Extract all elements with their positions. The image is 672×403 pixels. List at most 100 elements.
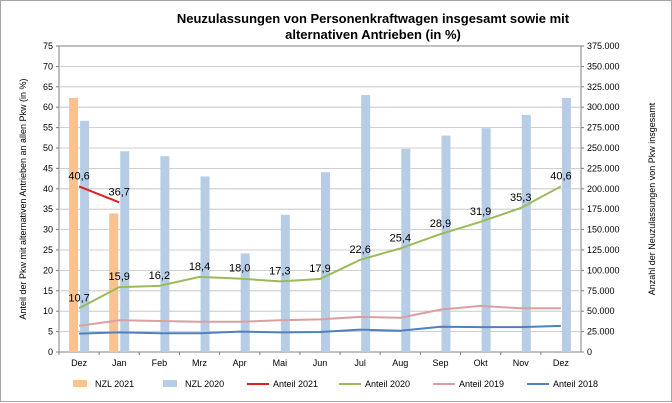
y-left-tick-label: 40 [43, 184, 53, 194]
data-label: 18,0 [229, 263, 250, 275]
line-anteil-2021 [78, 185, 120, 204]
y-right-tick-label: 375.000 [587, 41, 620, 51]
bar-nzl-2020 [441, 135, 451, 352]
x-tick-label: Dez [71, 358, 88, 368]
y-left-tick-label: 5 [48, 327, 53, 337]
y-right-tick-label: 250.000 [587, 143, 620, 153]
x-tick-label: Apr [233, 358, 247, 368]
y-right-tick-label: 175.000 [587, 204, 620, 214]
data-label: 16,2 [149, 270, 170, 282]
y-left-tick-label: 70 [43, 61, 53, 71]
y-left-tick-label: 10 [43, 306, 53, 316]
bar-nzl-2020 [401, 148, 411, 352]
y-axis-left-label: Anteil der Pkw mit alternativen Antriebe… [18, 78, 28, 319]
data-label: 35,3 [510, 192, 531, 204]
chart-title-line-2: alternativen Antrieben (in %) [285, 27, 461, 42]
x-tick-label: Sep [432, 358, 448, 368]
data-labels: 40,6 36,7 10,7 15,9 16,2 18,4 18,0 17,3 17,9 22,6… [68, 170, 571, 304]
data-label: 15,9 [109, 271, 130, 283]
y-left-tick-label: 30 [43, 225, 53, 235]
y-right-tick-label: 200.000 [587, 184, 620, 194]
series-lines [78, 185, 562, 335]
legend-label: Anteil 2019 [459, 379, 504, 389]
data-label: 40,6 [68, 170, 89, 182]
plot-area [58, 45, 582, 353]
y-right-tick-label: 325.000 [587, 82, 620, 92]
data-label: 18,4 [189, 261, 210, 273]
x-tick-label: Dez [553, 358, 570, 368]
bar-nzl-2020 [160, 156, 170, 352]
data-label: 40,6 [550, 170, 571, 182]
axes [56, 45, 584, 355]
y-axis-right-label: Anzahl der Neuzulassungen von Pkw insges… [647, 102, 657, 295]
y-left-tick-label: 15 [43, 286, 53, 296]
x-tick-label: Okt [474, 358, 489, 368]
y-left-tick-label: 20 [43, 265, 53, 275]
y-left-tick-label: 65 [43, 82, 53, 92]
y-left-tick-label: 50 [43, 143, 53, 153]
bar-nzl-2020 [80, 120, 90, 352]
y-right-tick-label: 50.000 [587, 306, 615, 316]
x-tick-label: Mai [273, 358, 288, 368]
x-tick-label: Aug [392, 358, 408, 368]
y-right-tick-label: 275.000 [587, 123, 620, 133]
y-right-tick-label: 150.000 [587, 225, 620, 235]
chart-title-line-1: Neuzulassungen von Personenkraftwagen in… [177, 11, 570, 26]
data-label: 28,9 [430, 218, 451, 230]
legend-label: Anteil 2021 [273, 379, 318, 389]
x-tick-label: Nov [513, 358, 530, 368]
y-right-tick-label: 225.000 [587, 163, 620, 173]
bar-nzl-2020 [240, 253, 250, 352]
x-tick-label: Mrz [192, 358, 207, 368]
bar-nzl-2020 [481, 128, 491, 352]
y-left-tick-label: 45 [43, 163, 53, 173]
legend-swatch [163, 380, 177, 387]
bar-nzl-2020 [280, 214, 290, 352]
line-anteil-2020 [78, 185, 562, 310]
x-tick-label: Feb [152, 358, 168, 368]
bar-nzl-2020 [321, 172, 330, 352]
x-tick-label: Jul [354, 358, 366, 368]
data-label: 10,7 [68, 292, 89, 304]
bar-nzl-2020 [120, 151, 130, 352]
bar-nzl-2021 [69, 97, 79, 352]
y-right-tick-label: 350.000 [587, 61, 620, 71]
data-label: 22,6 [349, 244, 370, 256]
y-right-tick-label: 0 [587, 347, 592, 357]
y-right-tick-label: 300.000 [587, 102, 620, 112]
y-right-tick-label: 25.000 [587, 327, 615, 337]
legend-swatch [73, 380, 87, 387]
tick-labels: 0 0 5 25.000 10 50.000 15 75.000 20 100.000 25 125.… [43, 41, 620, 368]
y-right-tick-label: 75.000 [587, 286, 615, 296]
grid-lines [58, 45, 582, 353]
y-left-tick-label: 25 [43, 245, 53, 255]
legend-label: NZL 2020 [185, 379, 224, 389]
x-tick-label: Jan [112, 358, 127, 368]
bars [69, 95, 571, 353]
data-label: 17,3 [269, 265, 290, 277]
bar-nzl-2020 [521, 114, 531, 353]
data-label: 31,9 [470, 206, 491, 218]
y-right-tick-label: 125.000 [587, 245, 620, 255]
data-label: 25,4 [390, 232, 411, 244]
legend-label: Anteil 2018 [553, 379, 598, 389]
y-left-tick-label: 55 [43, 123, 53, 133]
y-left-tick-label: 0 [48, 347, 53, 357]
bar-nzl-2020 [561, 97, 571, 352]
y-left-tick-label: 35 [43, 204, 53, 214]
legend-label: Anteil 2020 [365, 379, 410, 389]
line-anteil-2019 [78, 304, 561, 327]
bar-nzl-2020 [361, 95, 371, 353]
bar-nzl-2021 [109, 213, 119, 352]
bar-nzl-2020 [200, 176, 210, 352]
legend: NZL 2021 NZL 2020 Anteil 2021 Anteil 2020 An… [73, 379, 598, 389]
data-label: 17,9 [309, 263, 330, 275]
data-label: 36,7 [109, 186, 130, 198]
x-tick-label: Jun [313, 358, 328, 368]
y-left-tick-label: 60 [43, 102, 53, 112]
legend-label: NZL 2021 [95, 379, 134, 389]
line-anteil-2018 [79, 324, 561, 335]
y-left-tick-label: 75 [43, 41, 53, 51]
